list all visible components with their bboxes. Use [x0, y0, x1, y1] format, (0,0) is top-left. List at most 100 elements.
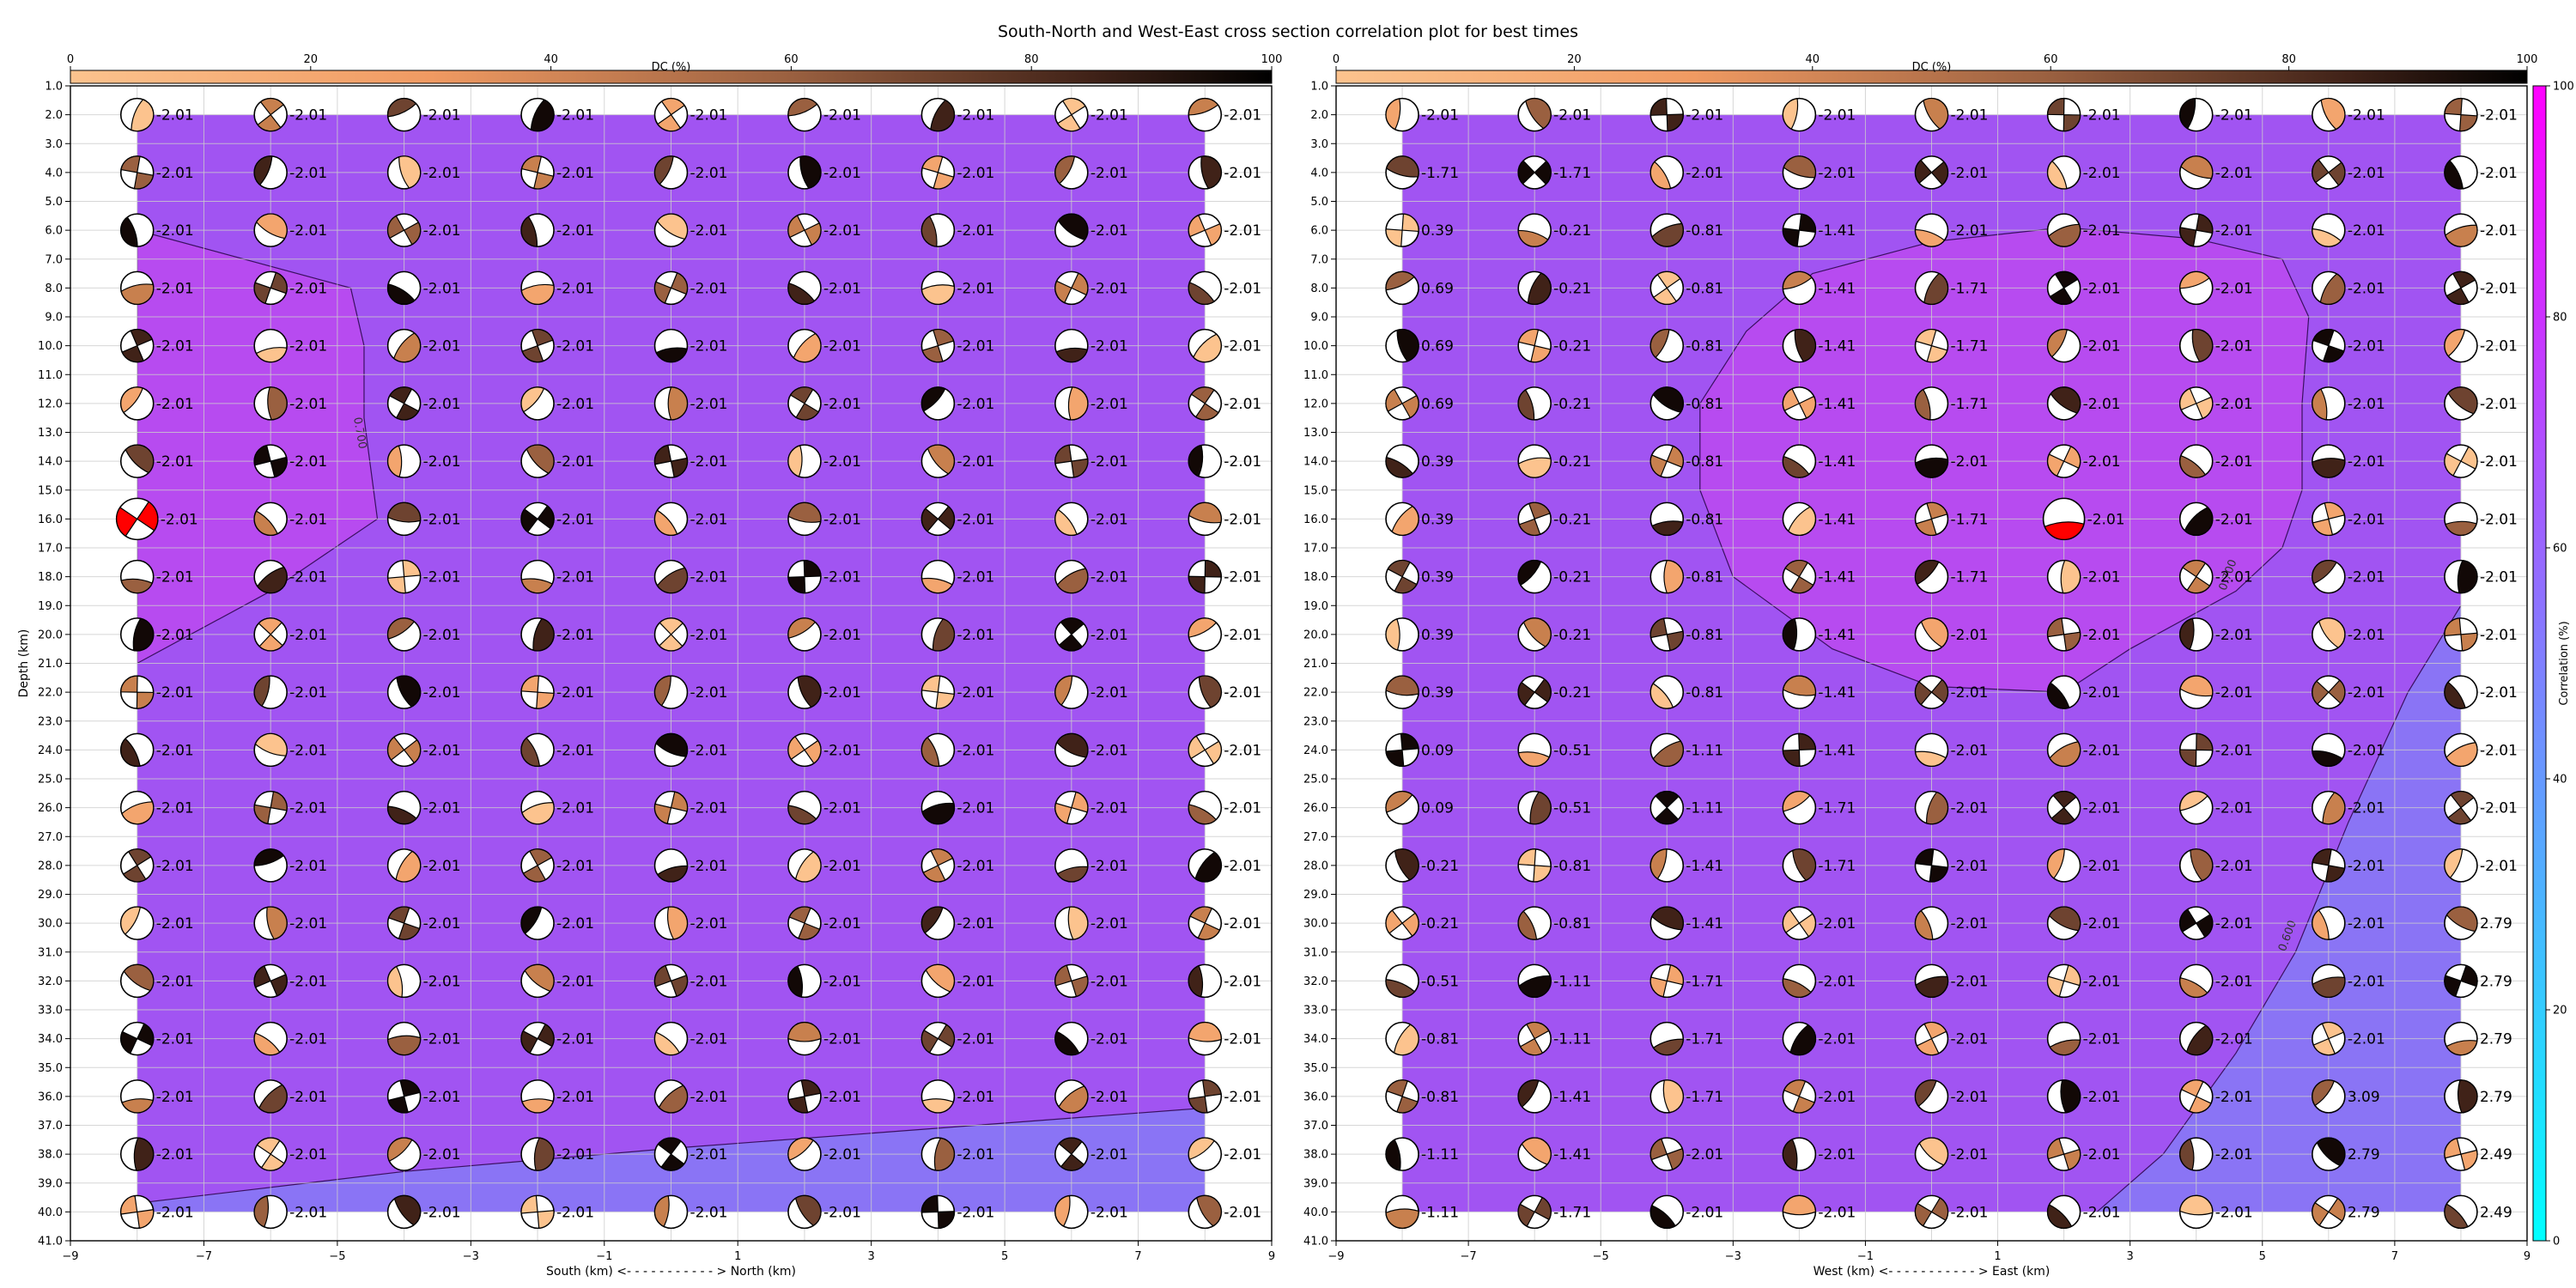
- magnitude-label: -2.01: [2083, 107, 2121, 125]
- y-tick-label: 11.0: [1303, 369, 1328, 382]
- magnitude-label: -2.01: [556, 222, 594, 240]
- magnitude-label: -2.01: [2083, 627, 2121, 644]
- magnitude-label: 2.79: [2480, 1089, 2512, 1106]
- magnitude-label: -2.01: [2215, 915, 2253, 933]
- x-tick-label: −7: [196, 1250, 212, 1263]
- y-tick-label: 30.0: [38, 918, 63, 931]
- beachball: [1385, 1137, 1419, 1171]
- magnitude-label: -0.51: [1553, 742, 1591, 759]
- magnitude-label: -2.01: [2215, 858, 2253, 875]
- y-tick-label: 27.0: [38, 831, 63, 844]
- beachball: [253, 328, 288, 363]
- magnitude-label: -2.01: [823, 742, 861, 759]
- beachball: [1385, 328, 1419, 363]
- magnitude-label: -2.01: [690, 684, 728, 702]
- y-tick-label: 24.0: [38, 744, 63, 757]
- beachball: [2312, 328, 2346, 363]
- beachball: [2178, 444, 2214, 478]
- beachball: [1188, 675, 1223, 709]
- magnitude-label: -2.01: [1091, 1089, 1128, 1106]
- magnitude-label: -2.01: [2083, 338, 2121, 355]
- y-tick-label: 14.0: [38, 456, 63, 469]
- beachball: [1054, 559, 1089, 594]
- beachball: [1517, 444, 1552, 478]
- magnitude-label: -2.01: [2083, 1089, 2121, 1106]
- magnitude-label: -2.01: [2215, 800, 2253, 817]
- magnitude-label: -2.01: [156, 742, 194, 759]
- magnitude-label: -2.01: [1951, 684, 1989, 702]
- beachball: [1649, 155, 1685, 190]
- magnitude-label: -0.81: [1686, 453, 1723, 471]
- beachball: [119, 1021, 155, 1056]
- beachball: [1517, 675, 1552, 709]
- beachball: [1385, 1194, 1419, 1230]
- beachball: [1782, 848, 1817, 883]
- y-tick-label: 8.0: [1310, 283, 1328, 295]
- y-tick-label: 3.0: [1310, 138, 1328, 151]
- beachball: [520, 328, 555, 363]
- magnitude-label: -2.01: [2215, 627, 2253, 644]
- beachball: [920, 501, 956, 537]
- magnitude-label: -2.01: [690, 280, 728, 297]
- beachball: [386, 155, 422, 190]
- magnitude-label: -2.01: [423, 165, 461, 182]
- magnitude-label: -2.01: [2083, 800, 2121, 817]
- magnitude-label: -2.01: [2215, 973, 2253, 990]
- magnitude-label: -1.71: [1951, 569, 1989, 586]
- magnitude-label: -0.51: [1553, 800, 1591, 817]
- y-tick-label: 2.0: [1310, 109, 1328, 122]
- y-tick-label: 24.0: [1303, 744, 1328, 757]
- magnitude-label: -2.01: [2087, 511, 2125, 528]
- magnitude-label: -2.01: [690, 858, 728, 875]
- beachball: [386, 906, 422, 940]
- magnitude-label: -0.21: [1553, 511, 1591, 528]
- magnitude-label: -2.01: [690, 742, 728, 759]
- magnitude-label: -2.01: [2480, 396, 2518, 413]
- magnitude-label: -2.01: [690, 1146, 728, 1163]
- y-tick-label: 11.0: [38, 369, 63, 382]
- beachball: [920, 386, 956, 421]
- beachball: [119, 675, 155, 709]
- magnitude-label: -2.01: [1224, 858, 1261, 875]
- x-tick-label: −1: [1857, 1250, 1874, 1263]
- beachball: [2046, 963, 2081, 999]
- y-tick-label: 38.0: [38, 1149, 63, 1162]
- magnitude-label: -1.41: [1818, 511, 1856, 528]
- magnitude-label: -2.01: [156, 800, 194, 817]
- beachball: [253, 732, 288, 768]
- y-tick-label: 9.0: [45, 312, 63, 325]
- beachball: [1517, 213, 1552, 247]
- beachball: [119, 213, 155, 247]
- beachball: [1914, 732, 1949, 768]
- beachball: [920, 732, 956, 768]
- beachball: [1782, 444, 1817, 478]
- magnitude-label: -2.01: [1224, 1204, 1261, 1221]
- beachball: [1385, 559, 1419, 594]
- y-tick-label: 36.0: [38, 1091, 63, 1103]
- y-tick-label: 33.0: [1303, 1005, 1328, 1018]
- magnitude-label: -2.01: [2480, 280, 2518, 297]
- beachball: [2046, 213, 2081, 247]
- y-tick-label: 26.0: [38, 802, 63, 815]
- magnitude-label: -2.01: [423, 280, 461, 297]
- beachball: [1649, 213, 1685, 247]
- magnitude-label: -2.01: [2348, 165, 2385, 182]
- beachball: [1188, 617, 1223, 652]
- beachball: [1054, 1021, 1089, 1056]
- beachball: [1649, 386, 1685, 421]
- magnitude-label: 2.49: [2480, 1204, 2512, 1221]
- magnitude-label: -2.01: [823, 973, 861, 990]
- beachball: [1054, 963, 1089, 999]
- beachball: [653, 328, 689, 363]
- beachball: [920, 1194, 956, 1230]
- magnitude-label: -2.01: [823, 338, 861, 355]
- magnitude-label: -2.01: [2215, 511, 2253, 528]
- magnitude-label: -2.01: [690, 396, 728, 413]
- magnitude-label: -2.01: [1224, 511, 1261, 528]
- beachball: [1649, 501, 1685, 537]
- y-tick-label: 29.0: [1303, 889, 1328, 902]
- beachball: [1517, 906, 1552, 940]
- beachball: [1782, 1137, 1817, 1171]
- beachball: [1649, 732, 1685, 768]
- magnitude-label: -2.01: [423, 800, 461, 817]
